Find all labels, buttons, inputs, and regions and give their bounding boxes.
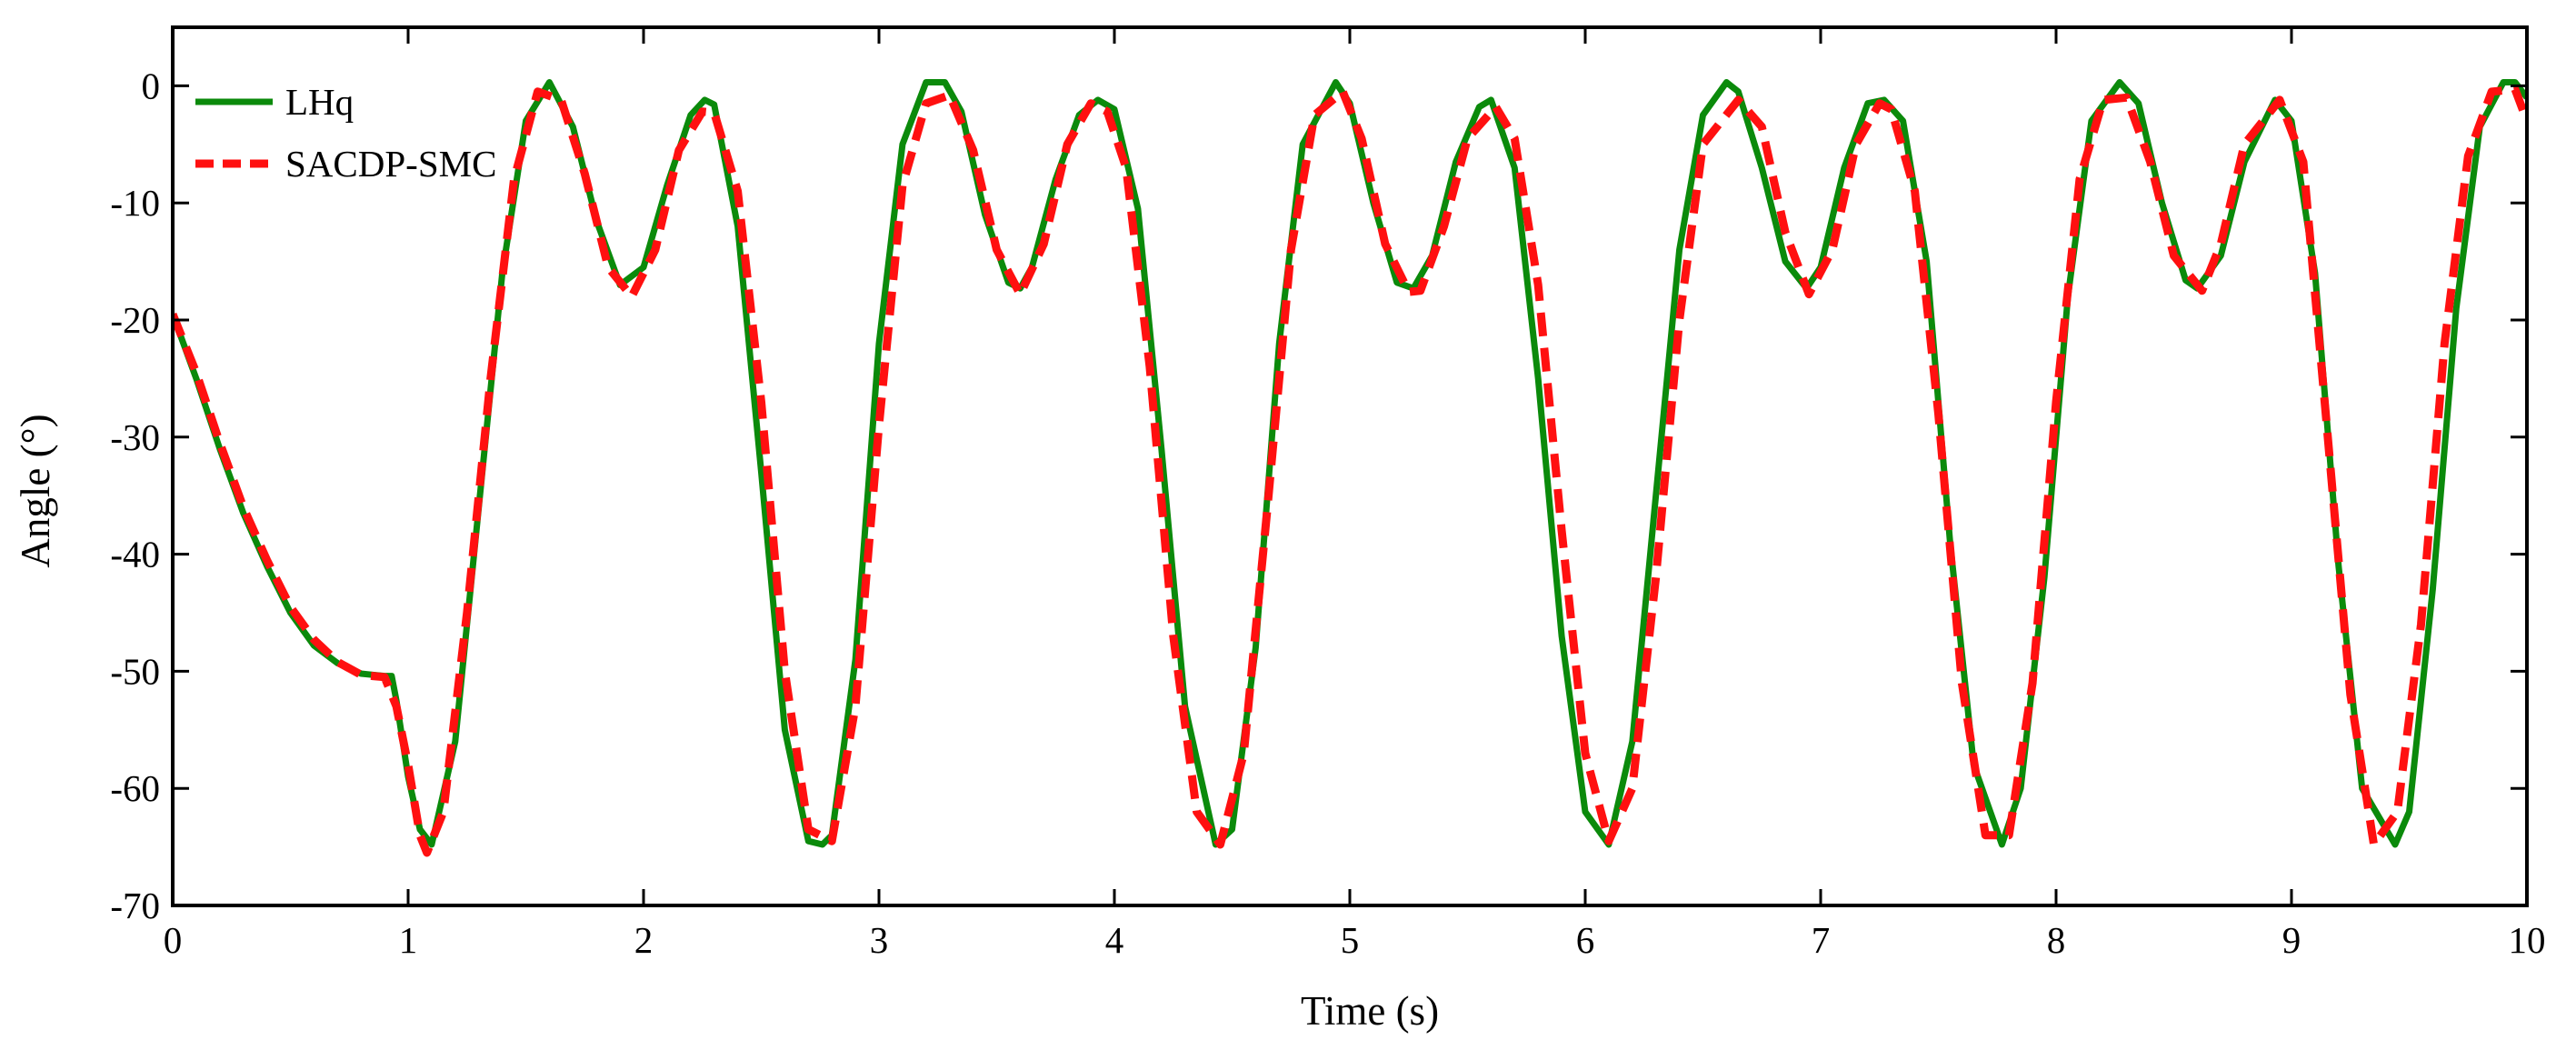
x-tick-label: 7 bbox=[1812, 919, 1831, 961]
y-tick-label: -70 bbox=[110, 885, 160, 926]
legend: LHq SACDP-SMC bbox=[195, 81, 496, 185]
y-tick-label: 0 bbox=[142, 65, 161, 106]
legend-label: SACDP-SMC bbox=[285, 143, 496, 185]
plot-area bbox=[173, 79, 2527, 857]
x-axis-title: Time (s) bbox=[1301, 988, 1439, 1034]
y-tick-label: -40 bbox=[110, 534, 160, 575]
x-tick-label: 2 bbox=[634, 919, 654, 961]
x-tick-label: 3 bbox=[870, 919, 889, 961]
x-tick-label: 6 bbox=[1576, 919, 1595, 961]
y-axis-title: Angle (°) bbox=[13, 414, 58, 567]
x-tick-label: 4 bbox=[1105, 919, 1124, 961]
y-tick-label: -50 bbox=[110, 650, 160, 692]
y-tick-label: -60 bbox=[110, 767, 160, 809]
y-tick-label: -20 bbox=[110, 299, 160, 341]
series-line-lhq bbox=[173, 79, 2527, 848]
y-tick-label: -30 bbox=[110, 416, 160, 458]
x-tick-label: 9 bbox=[2282, 919, 2301, 961]
x-tick-label: 8 bbox=[2047, 919, 2066, 961]
plot-frame bbox=[171, 25, 2529, 907]
legend-label: LHq bbox=[285, 81, 354, 123]
y-tick-label: -10 bbox=[110, 182, 160, 224]
axes: 0 1 2 3 4 5 6 7 8 9 10 0 -10 -20 -30 -40 -50 -60 -70 bbox=[110, 25, 2546, 961]
x-tick-label: 5 bbox=[1341, 919, 1360, 961]
x-tick-label: 10 bbox=[2509, 919, 2546, 961]
series-line-sacdp-smc bbox=[173, 85, 2527, 857]
x-tick-label: 1 bbox=[399, 919, 418, 961]
x-tick-label: 0 bbox=[164, 919, 183, 961]
